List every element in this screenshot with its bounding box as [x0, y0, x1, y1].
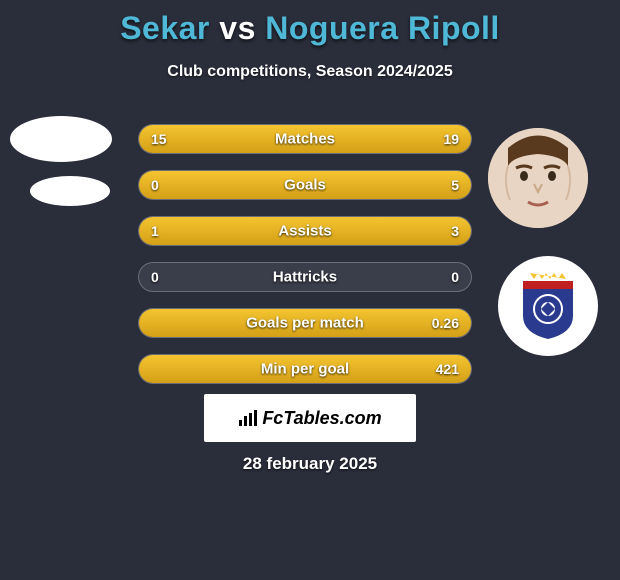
player1-club-badge [30, 176, 110, 206]
comparison-title: Sekar vs Noguera Ripoll [0, 0, 620, 47]
stat-value-right: 5 [451, 177, 459, 193]
stat-row: Goals per match 0.26 [138, 308, 472, 338]
chart-icon [238, 410, 258, 431]
stat-value-right: 0.26 [432, 315, 459, 331]
stat-row: Hattricks 0 0 [138, 262, 472, 292]
stat-value-left: 15 [151, 131, 167, 147]
shield-icon [518, 271, 578, 341]
stat-label: Assists [278, 223, 331, 240]
branding-badge: FcTables.com [204, 394, 416, 442]
stat-label: Min per goal [261, 361, 349, 378]
stat-row: Assists 1 3 [138, 216, 472, 246]
stat-value-left: 0 [151, 269, 159, 285]
player2-face-avatar [488, 128, 588, 228]
stat-label: Matches [275, 131, 335, 148]
player2-name: Noguera Ripoll [265, 10, 500, 46]
player1-name: Sekar [120, 10, 210, 46]
subtitle: Club competitions, Season 2024/2025 [0, 63, 620, 81]
stat-row: Goals 0 5 [138, 170, 472, 200]
stats-bars: Matches1519Goals05Assists13Hattricks00Go… [138, 124, 472, 400]
face-icon [488, 128, 588, 228]
stat-label: Goals [284, 177, 326, 194]
player2-club-badge [498, 256, 598, 356]
bar-fill-right [222, 217, 471, 245]
stat-value-right: 3 [451, 223, 459, 239]
stat-value-right: 421 [436, 361, 459, 377]
stat-row: Min per goal 421 [138, 354, 472, 384]
stat-value-left: 0 [151, 177, 159, 193]
stat-value-right: 19 [443, 131, 459, 147]
stat-label: Hattricks [273, 269, 337, 286]
player1-face-avatar [10, 116, 112, 162]
stat-row: Matches 15 19 [138, 124, 472, 154]
stat-value-right: 0 [451, 269, 459, 285]
vs-text: vs [219, 10, 256, 46]
date-text: 28 february 2025 [243, 454, 377, 474]
branding-text: FcTables.com [262, 408, 381, 429]
stat-value-left: 1 [151, 223, 159, 239]
stat-label: Goals per match [246, 315, 364, 332]
